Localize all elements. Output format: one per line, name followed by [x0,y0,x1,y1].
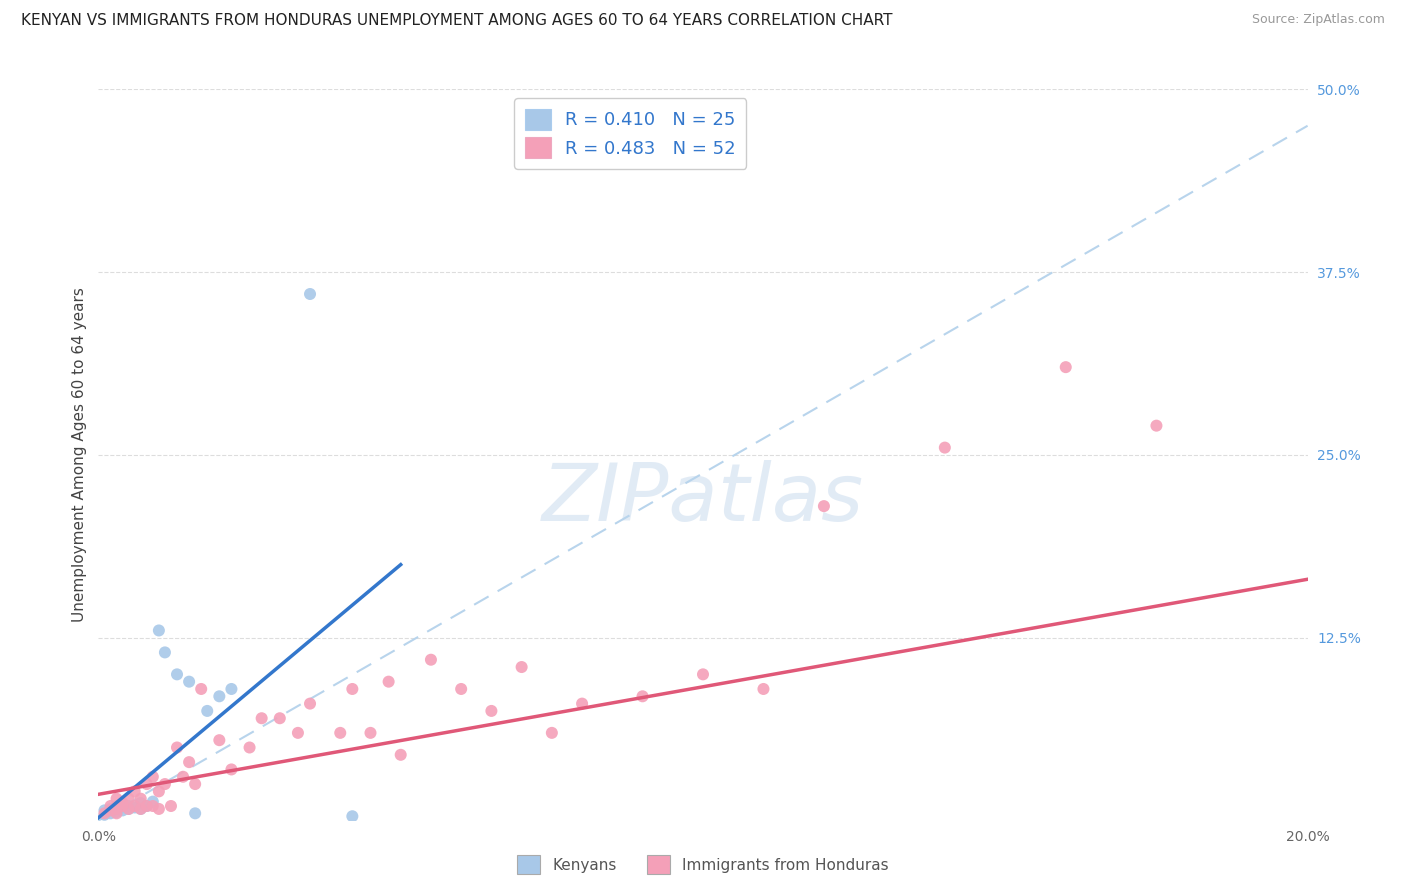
Point [540,726,562,740]
Point [510,660,533,674]
Point [124,799,146,814]
Point [135,799,157,814]
Point [934,441,956,455]
Point [148,624,170,638]
Point [190,681,212,696]
Point [100,802,122,816]
Point [184,806,207,821]
Point [813,499,835,513]
Point [179,755,201,769]
Point [93,806,115,821]
Point [166,667,188,681]
Point [571,697,593,711]
Point [172,770,194,784]
Point [153,777,176,791]
Point [129,791,152,805]
Legend: R = 0.410   N = 25, R = 0.483   N = 52: R = 0.410 N = 25, R = 0.483 N = 52 [515,98,747,169]
Point [111,800,134,814]
Point [1144,418,1167,433]
Point [179,674,201,689]
Point [360,726,382,740]
Point [129,796,152,810]
Point [105,791,128,805]
Point [153,645,176,659]
Point [299,287,322,301]
Point [111,796,134,810]
Point [377,674,399,689]
Y-axis label: Unemployment Among Ages 60 to 64 years: Unemployment Among Ages 60 to 64 years [72,287,87,623]
Text: Source: ZipAtlas.com: Source: ZipAtlas.com [1251,13,1385,27]
Point [105,806,128,821]
Point [124,784,146,798]
Text: KENYAN VS IMMIGRANTS FROM HONDURAS UNEMPLOYMENT AMONG AGES 60 TO 64 YEARS CORREL: KENYAN VS IMMIGRANTS FROM HONDURAS UNEMP… [21,13,893,29]
Point [118,802,141,816]
Point [692,667,714,681]
Point [142,799,165,814]
Point [105,805,128,819]
Point [142,770,165,784]
Point [148,784,170,798]
Point [299,697,322,711]
Point [752,681,775,696]
Point [481,704,503,718]
Point [208,733,231,747]
Point [118,799,141,814]
Point [221,681,243,696]
Point [105,799,128,814]
Point [1054,360,1077,375]
Point [166,740,188,755]
Point [100,799,122,814]
Point [111,799,134,814]
Point [111,804,134,818]
Point [287,726,309,740]
Point [208,690,231,704]
Point [135,799,157,814]
Point [148,802,170,816]
Point [160,799,183,814]
Point [129,802,152,816]
Point [124,800,146,814]
Point [129,802,152,816]
Point [184,777,207,791]
Point [118,791,141,805]
Point [100,806,122,821]
Point [239,740,262,755]
Text: ZIPatlas: ZIPatlas [541,459,865,538]
Point [631,690,654,704]
Point [221,763,243,777]
Point [250,711,273,725]
Legend: Kenyans, Immigrants from Honduras: Kenyans, Immigrants from Honduras [510,849,896,880]
Point [135,777,157,791]
Point [420,653,443,667]
Point [142,795,165,809]
Point [389,747,412,762]
Point [329,726,352,740]
Point [118,802,141,816]
Point [342,809,364,823]
Point [269,711,291,725]
Point [195,704,218,718]
Point [93,804,115,818]
Point [342,681,364,696]
Point [100,804,122,818]
Point [450,681,472,696]
Point [93,807,115,822]
Point [105,802,128,816]
